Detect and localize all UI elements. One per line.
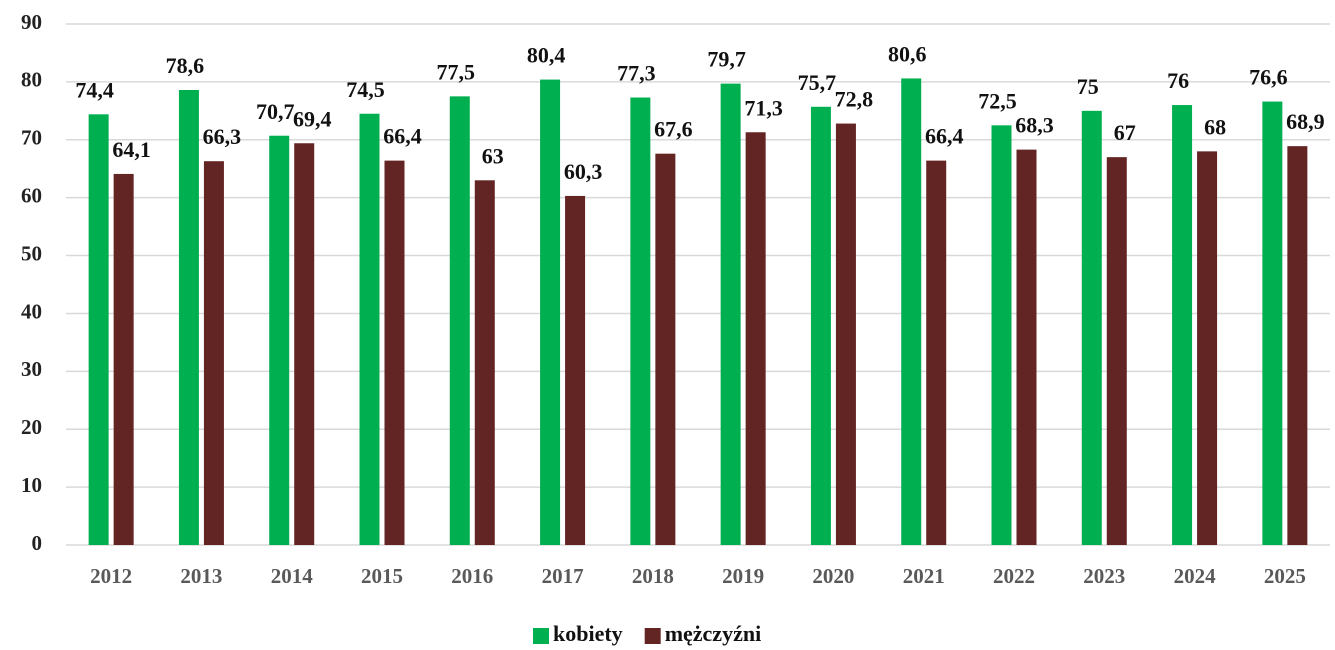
data-label: 77,3 (617, 61, 656, 86)
bar (178, 89, 199, 545)
data-label: 66,4 (383, 124, 422, 149)
x-tick-label: 2018 (632, 564, 674, 588)
data-label: 76,6 (1249, 65, 1288, 90)
legend-label: kobiety (553, 621, 623, 646)
bar (745, 132, 766, 545)
y-tick-label: 40 (21, 299, 42, 323)
bar (1106, 157, 1127, 545)
data-label: 66,3 (203, 124, 242, 149)
y-tick-label: 20 (21, 415, 42, 439)
y-tick-label: 70 (21, 126, 42, 150)
legend-swatch (644, 628, 661, 644)
y-tick-label: 90 (21, 10, 42, 34)
data-label: 70,7 (256, 99, 295, 124)
data-label: 71,3 (744, 95, 783, 120)
bar (1081, 110, 1102, 545)
x-tick-label: 2013 (180, 564, 222, 588)
x-tick-label: 2023 (1083, 564, 1125, 588)
bar (655, 153, 676, 545)
bar (1172, 105, 1193, 546)
y-tick-label: 60 (21, 183, 42, 207)
data-label: 74,5 (346, 77, 385, 102)
y-tick-label: 50 (21, 241, 42, 265)
bar (1262, 101, 1283, 546)
bar (901, 78, 922, 545)
bar (630, 97, 651, 545)
x-tick-label: 2015 (361, 564, 403, 588)
data-label: 76 (1167, 68, 1189, 93)
data-label: 64,1 (112, 137, 151, 162)
legend-label: mężczyźni (665, 621, 762, 646)
data-label: 68 (1204, 114, 1226, 139)
y-tick-label: 30 (21, 357, 42, 381)
x-tick-label: 2017 (542, 564, 584, 588)
data-label: 78,6 (166, 53, 205, 78)
data-label: 69,4 (293, 106, 332, 131)
bar (203, 161, 224, 546)
data-label: 60,3 (564, 159, 603, 184)
data-label: 79,7 (707, 47, 746, 72)
bar (565, 195, 586, 545)
bar (991, 125, 1012, 546)
bar (1197, 151, 1218, 545)
data-label: 68,3 (1015, 113, 1054, 138)
bar (449, 96, 470, 545)
x-tick-label: 2016 (451, 564, 493, 588)
bar (810, 106, 831, 545)
data-label: 68,9 (1286, 109, 1325, 134)
bar (474, 180, 495, 546)
x-tick-label: 2024 (1174, 564, 1217, 588)
y-tick-label: 10 (21, 473, 42, 497)
bar (269, 135, 290, 545)
x-tick-label: 2012 (90, 564, 132, 588)
x-tick-label: 2025 (1264, 564, 1306, 588)
x-tick-label: 2014 (271, 564, 314, 588)
y-tick-label: 80 (21, 68, 42, 92)
bar (540, 79, 561, 545)
data-label: 75 (1077, 74, 1099, 99)
data-label: 66,4 (925, 124, 964, 149)
bar (113, 173, 134, 545)
bar (359, 113, 380, 545)
bar (294, 143, 315, 546)
x-tick-label: 2019 (722, 564, 764, 588)
bar (88, 114, 109, 545)
x-tick-label: 2020 (812, 564, 854, 588)
y-tick-label: 0 (32, 531, 43, 555)
data-label: 63 (482, 143, 504, 168)
bar (1016, 149, 1037, 545)
data-label: 77,5 (437, 59, 476, 84)
bar (384, 160, 405, 545)
data-label: 72,5 (978, 88, 1017, 113)
bar (926, 160, 947, 545)
data-label: 67 (1114, 120, 1136, 145)
x-tick-label: 2021 (903, 564, 945, 588)
data-label: 80,6 (888, 41, 927, 66)
data-label: 67,6 (654, 117, 693, 142)
data-label: 75,7 (798, 70, 837, 95)
data-label: 80,4 (527, 43, 566, 68)
bar (720, 83, 741, 546)
data-label: 72,8 (835, 87, 874, 112)
x-tick-label: 2022 (993, 564, 1035, 588)
bar (835, 123, 856, 546)
bar (1287, 146, 1308, 545)
data-label: 74,4 (75, 77, 114, 102)
legend-swatch (533, 628, 549, 644)
